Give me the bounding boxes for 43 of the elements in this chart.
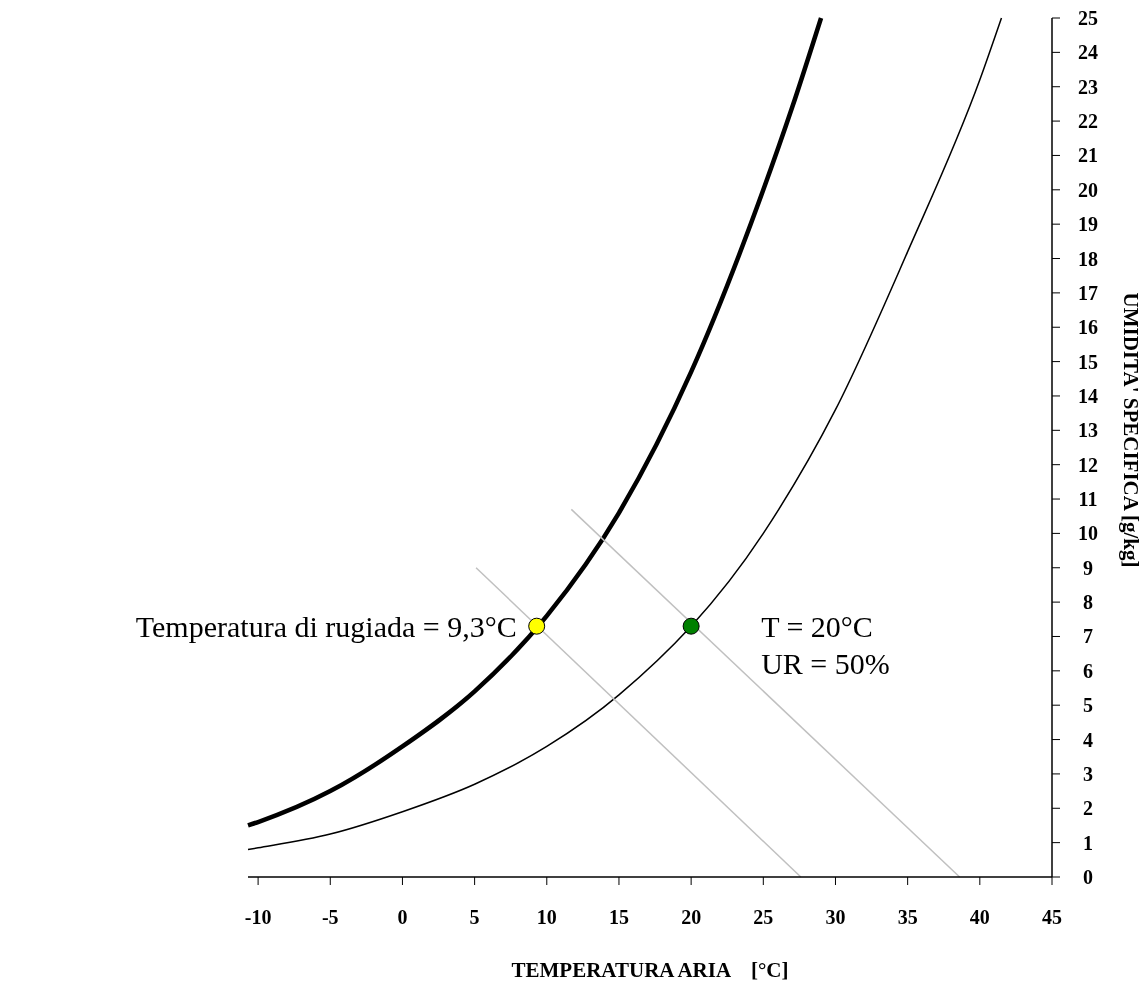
y-tick-label: 11 (1078, 488, 1098, 511)
y-tick-label: 15 (1078, 350, 1098, 373)
y-tick-label: 17 (1078, 281, 1098, 304)
annotation: T = 20°C (761, 609, 873, 643)
x-tick-label: 0 (397, 906, 408, 928)
x-tick-label: 40 (969, 906, 990, 928)
y-tick-label: 4 (1083, 728, 1093, 751)
y-tick-label: 1 (1083, 831, 1093, 854)
x-tick-label: 20 (681, 906, 702, 928)
y-tick-label: 22 (1078, 110, 1098, 133)
x-tick-label: 15 (608, 906, 629, 928)
y-tick-label: 25 (1078, 7, 1098, 29)
y-tick-label: 2 (1083, 797, 1093, 820)
y-tick-label: 3 (1083, 762, 1093, 785)
x-tick-label: -10 (244, 906, 272, 928)
y-tick-label: 5 (1083, 694, 1093, 717)
y-tick-label: 8 (1083, 591, 1093, 614)
y-tick-label: 12 (1078, 453, 1098, 476)
x-tick-label: 5 (469, 906, 480, 928)
y-tick-label: 16 (1078, 316, 1098, 339)
y-tick-label: 20 (1078, 178, 1098, 201)
y-tick-label: 18 (1078, 247, 1098, 270)
x-tick-label: -5 (321, 906, 339, 928)
y-tick-label: 13 (1078, 419, 1098, 442)
x-tick-label: 30 (825, 906, 846, 928)
y-tick-label: 21 (1078, 144, 1098, 167)
y-tick-label: 24 (1078, 41, 1098, 64)
y-tick-label: 7 (1083, 625, 1093, 648)
y-tick-label: 0 (1083, 866, 1093, 888)
x-tick-label: 45 (1042, 906, 1062, 928)
y-tick-label: 10 (1078, 522, 1098, 545)
annotation: Temperatura di rugiada = 9,3°C (135, 609, 517, 643)
x-axis-title: TEMPERATURA ARIA [°C] (511, 958, 789, 982)
x-tick-label: 25 (753, 906, 774, 928)
y-tick-label: 23 (1078, 75, 1098, 98)
y-tick-label: 9 (1083, 556, 1093, 579)
annotation: UR = 50% (761, 646, 890, 680)
x-tick-label: 35 (897, 906, 918, 928)
y-tick-label: 19 (1078, 213, 1098, 236)
x-tick-label: 10 (536, 906, 557, 928)
y-tick-label: 6 (1083, 659, 1093, 682)
y-axis-title: UMIDITA' SPECIFICA [g/kg] (1119, 292, 1143, 568)
y-tick-label: 14 (1078, 384, 1098, 407)
